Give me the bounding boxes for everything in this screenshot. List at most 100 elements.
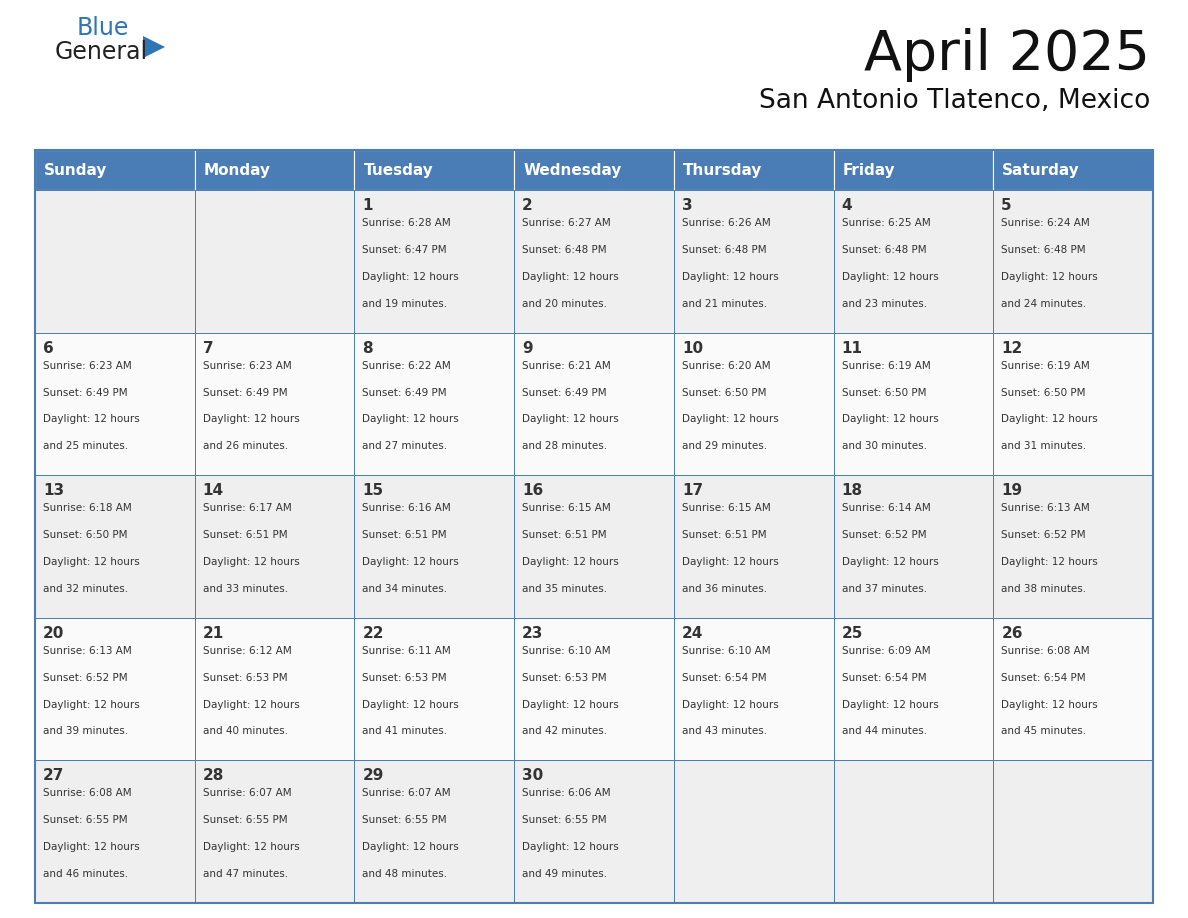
Bar	[834, 150, 993, 190]
Text: Tuesday: Tuesday	[364, 162, 434, 177]
Text: Daylight: 12 hours: Daylight: 12 hours	[1001, 414, 1098, 424]
Text: Sunset: 6:52 PM: Sunset: 6:52 PM	[43, 673, 127, 683]
Text: Sunrise: 6:12 AM: Sunrise: 6:12 AM	[203, 645, 291, 655]
Text: Sunset: 6:47 PM: Sunset: 6:47 PM	[362, 245, 447, 255]
Text: 17: 17	[682, 483, 703, 498]
Text: and 23 minutes.: and 23 minutes.	[841, 298, 927, 308]
Bar	[195, 190, 354, 332]
Text: Sunrise: 6:16 AM: Sunrise: 6:16 AM	[362, 503, 451, 513]
Text: Sunrise: 6:21 AM: Sunrise: 6:21 AM	[523, 361, 611, 371]
Text: Daylight: 12 hours: Daylight: 12 hours	[1001, 700, 1098, 710]
Text: and 35 minutes.: and 35 minutes.	[523, 584, 607, 594]
Text: and 40 minutes.: and 40 minutes.	[203, 726, 287, 736]
Bar	[34, 618, 195, 760]
Text: and 32 minutes.: and 32 minutes.	[43, 584, 128, 594]
Text: 28: 28	[203, 768, 225, 783]
Bar	[834, 190, 993, 332]
Bar	[34, 150, 195, 190]
Text: Daylight: 12 hours: Daylight: 12 hours	[682, 272, 778, 282]
Bar	[354, 332, 514, 476]
Text: and 36 minutes.: and 36 minutes.	[682, 584, 767, 594]
Bar	[834, 476, 993, 618]
Text: Sunset: 6:53 PM: Sunset: 6:53 PM	[523, 673, 607, 683]
Text: Sunset: 6:55 PM: Sunset: 6:55 PM	[43, 815, 127, 825]
Text: Sunrise: 6:13 AM: Sunrise: 6:13 AM	[1001, 503, 1091, 513]
Text: April 2025: April 2025	[864, 28, 1150, 82]
Text: and 46 minutes.: and 46 minutes.	[43, 869, 128, 879]
Text: 12: 12	[1001, 341, 1023, 355]
Text: and 39 minutes.: and 39 minutes.	[43, 726, 128, 736]
Text: 4: 4	[841, 198, 852, 213]
Bar	[195, 618, 354, 760]
Text: 7: 7	[203, 341, 214, 355]
Text: and 30 minutes.: and 30 minutes.	[841, 442, 927, 452]
Text: and 47 minutes.: and 47 minutes.	[203, 869, 287, 879]
Text: Sunrise: 6:13 AM: Sunrise: 6:13 AM	[43, 645, 132, 655]
Bar	[834, 618, 993, 760]
Text: and 43 minutes.: and 43 minutes.	[682, 726, 767, 736]
Text: Sunset: 6:48 PM: Sunset: 6:48 PM	[841, 245, 927, 255]
Text: Saturday: Saturday	[1003, 162, 1080, 177]
Bar	[514, 760, 674, 903]
Text: Daylight: 12 hours: Daylight: 12 hours	[1001, 272, 1098, 282]
Text: 5: 5	[1001, 198, 1012, 213]
Bar	[514, 332, 674, 476]
Text: 18: 18	[841, 483, 862, 498]
Text: Sunrise: 6:20 AM: Sunrise: 6:20 AM	[682, 361, 771, 371]
Text: Sunrise: 6:19 AM: Sunrise: 6:19 AM	[841, 361, 930, 371]
Text: 20: 20	[43, 626, 64, 641]
Text: Sunrise: 6:07 AM: Sunrise: 6:07 AM	[362, 789, 451, 799]
Bar	[354, 190, 514, 332]
Text: Sunset: 6:49 PM: Sunset: 6:49 PM	[362, 387, 447, 397]
Text: and 25 minutes.: and 25 minutes.	[43, 442, 128, 452]
Text: and 49 minutes.: and 49 minutes.	[523, 869, 607, 879]
Text: Sunset: 6:53 PM: Sunset: 6:53 PM	[362, 673, 447, 683]
Text: Daylight: 12 hours: Daylight: 12 hours	[362, 842, 460, 852]
Bar	[993, 332, 1154, 476]
Text: and 34 minutes.: and 34 minutes.	[362, 584, 448, 594]
Text: and 26 minutes.: and 26 minutes.	[203, 442, 287, 452]
Text: Daylight: 12 hours: Daylight: 12 hours	[362, 414, 460, 424]
Text: and 48 minutes.: and 48 minutes.	[362, 869, 448, 879]
Bar	[354, 476, 514, 618]
Text: and 27 minutes.: and 27 minutes.	[362, 442, 448, 452]
Bar	[993, 618, 1154, 760]
Text: Daylight: 12 hours: Daylight: 12 hours	[1001, 557, 1098, 567]
Bar	[993, 760, 1154, 903]
Text: Friday: Friday	[842, 162, 896, 177]
Text: Sunrise: 6:17 AM: Sunrise: 6:17 AM	[203, 503, 291, 513]
Text: Sunset: 6:49 PM: Sunset: 6:49 PM	[43, 387, 127, 397]
Text: Sunset: 6:49 PM: Sunset: 6:49 PM	[203, 387, 287, 397]
Text: Sunday: Sunday	[44, 162, 107, 177]
Text: and 21 minutes.: and 21 minutes.	[682, 298, 767, 308]
Text: 6: 6	[43, 341, 53, 355]
Bar	[34, 476, 195, 618]
Text: 10: 10	[682, 341, 703, 355]
Text: 21: 21	[203, 626, 225, 641]
Text: Daylight: 12 hours: Daylight: 12 hours	[682, 557, 778, 567]
Text: Sunrise: 6:19 AM: Sunrise: 6:19 AM	[1001, 361, 1091, 371]
Text: Sunrise: 6:08 AM: Sunrise: 6:08 AM	[1001, 645, 1089, 655]
Text: San Antonio Tlatenco, Mexico: San Antonio Tlatenco, Mexico	[759, 88, 1150, 114]
Text: Daylight: 12 hours: Daylight: 12 hours	[523, 842, 619, 852]
Text: Sunset: 6:50 PM: Sunset: 6:50 PM	[1001, 387, 1086, 397]
Bar	[354, 150, 514, 190]
Bar	[195, 150, 354, 190]
Text: Sunset: 6:55 PM: Sunset: 6:55 PM	[362, 815, 447, 825]
Bar	[674, 476, 834, 618]
Text: and 28 minutes.: and 28 minutes.	[523, 442, 607, 452]
Text: Daylight: 12 hours: Daylight: 12 hours	[841, 414, 939, 424]
Text: Blue: Blue	[77, 16, 129, 40]
Bar	[674, 618, 834, 760]
Text: 23: 23	[523, 626, 544, 641]
Text: Sunset: 6:54 PM: Sunset: 6:54 PM	[841, 673, 927, 683]
Bar	[674, 760, 834, 903]
Text: Sunset: 6:49 PM: Sunset: 6:49 PM	[523, 387, 607, 397]
Text: Daylight: 12 hours: Daylight: 12 hours	[841, 272, 939, 282]
Text: 11: 11	[841, 341, 862, 355]
Text: Sunrise: 6:22 AM: Sunrise: 6:22 AM	[362, 361, 451, 371]
Text: Sunrise: 6:11 AM: Sunrise: 6:11 AM	[362, 645, 451, 655]
Text: Daylight: 12 hours: Daylight: 12 hours	[203, 414, 299, 424]
Text: Daylight: 12 hours: Daylight: 12 hours	[523, 557, 619, 567]
Bar	[674, 332, 834, 476]
